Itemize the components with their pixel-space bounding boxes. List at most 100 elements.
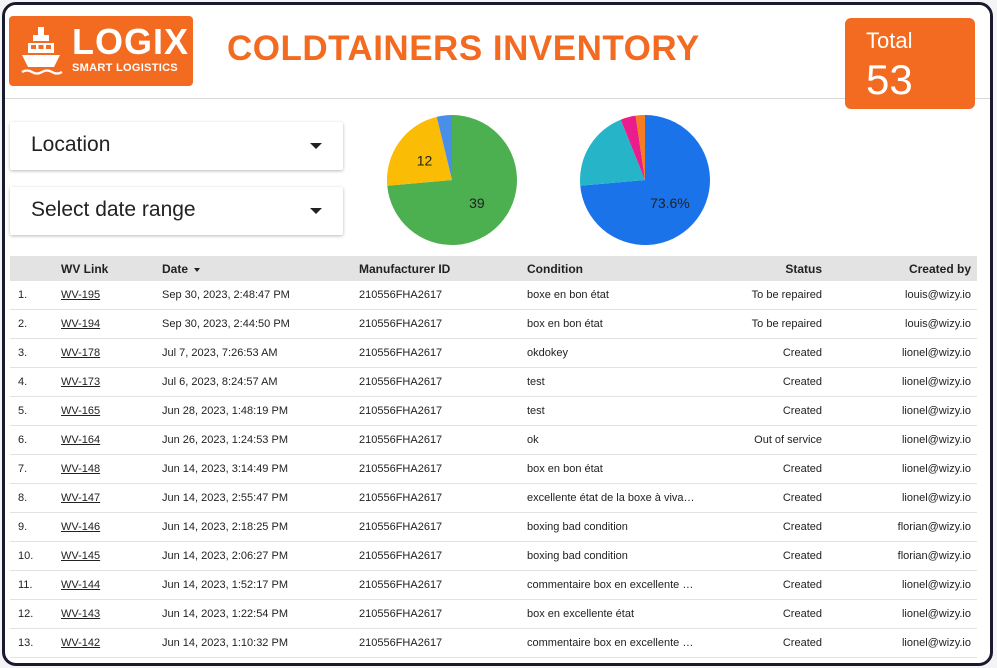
row-date: Jun 26, 2023, 1:24:53 PM xyxy=(162,434,288,446)
table-row[interactable]: 13. WV-142 Jun 14, 2023, 1:10:32 PM 210556F… xyxy=(10,629,977,658)
date-range-dropdown[interactable]: Select date range xyxy=(10,187,343,235)
row-status: Created xyxy=(782,608,822,620)
status-pie-slice-label: 39 xyxy=(469,195,485,211)
row-number: 2. xyxy=(18,318,28,330)
row-date: Sep 30, 2023, 2:44:50 PM xyxy=(162,318,290,330)
condition-pie-slice[interactable] xyxy=(620,115,645,180)
row-number: 7. xyxy=(18,463,28,475)
wv-link[interactable]: WV-194 xyxy=(61,318,101,330)
location-dropdown-label: Location xyxy=(31,133,111,156)
row-status: Created xyxy=(782,521,822,533)
table-row[interactable]: 11. WV-144 Jun 14, 2023, 1:52:17 PM 210556F… xyxy=(10,571,977,600)
row-number: 4. xyxy=(18,376,28,388)
row-date: Jun 14, 2023, 3:14:49 PM xyxy=(162,463,288,475)
row-manufacturer-id: 210556FHA2617 xyxy=(359,434,443,446)
wv-link[interactable]: WV-195 xyxy=(61,289,101,301)
table-row[interactable]: 10. WV-145 Jun 14, 2023, 2:06:27 PM 210556F… xyxy=(10,542,977,571)
condition-pie-slice[interactable] xyxy=(580,115,710,245)
column-header-created-by[interactable]: Created by xyxy=(908,262,971,276)
column-header-wv-link[interactable]: WV Link xyxy=(61,262,109,276)
wv-link[interactable]: WV-144 xyxy=(61,579,101,591)
row-date: Jul 6, 2023, 8:24:57 AM xyxy=(162,376,278,388)
row-condition: test xyxy=(527,376,545,388)
row-created-by: lionel@wizy.io xyxy=(901,405,971,417)
wv-link[interactable]: WV-147 xyxy=(61,492,101,504)
row-condition: commentaire box en excellente é… xyxy=(527,637,697,649)
row-manufacturer-id: 210556FHA2617 xyxy=(359,492,443,504)
row-number: 6. xyxy=(18,434,28,446)
table-header: WV Link Date Manufacturer ID Condition S… xyxy=(10,256,977,281)
logo: LOGIX SMART LOGISTICS xyxy=(9,16,193,86)
row-date: Jun 14, 2023, 2:55:47 PM xyxy=(162,492,288,504)
total-label: Total xyxy=(866,28,913,53)
row-condition: boxe en bon état xyxy=(527,289,609,301)
wv-link[interactable]: WV-146 xyxy=(61,521,101,533)
wv-link[interactable]: WV-164 xyxy=(61,434,101,446)
table-row[interactable]: 4. WV-173 Jul 6, 2023, 8:24:57 AM 210556FHA… xyxy=(10,368,977,397)
row-number: 1. xyxy=(18,289,28,301)
row-condition: box en bon état xyxy=(527,463,603,475)
table-row[interactable]: 8. WV-147 Jun 14, 2023, 2:55:47 PM 210556FH… xyxy=(10,484,977,513)
table-row[interactable]: 14.WV-141Jun 14, 2023, 12:54:12 PM210556… xyxy=(10,658,977,663)
header: LOGIX SMART LOGISTICS COLDTAINERS INVENT… xyxy=(5,5,990,99)
wv-link[interactable]: WV-145 xyxy=(61,550,101,562)
condition-pie-slice[interactable] xyxy=(580,119,645,186)
row-condition: ok xyxy=(527,434,539,446)
row-created-by: lionel@wizy.io xyxy=(901,579,971,591)
row-status: Created xyxy=(782,492,822,504)
status-pie-chart[interactable]: 39 12 xyxy=(385,107,519,253)
location-dropdown[interactable]: Location xyxy=(10,122,343,170)
status-pie-slice[interactable] xyxy=(387,115,517,245)
wv-link[interactable]: WV-143 xyxy=(61,608,101,620)
row-condition: test xyxy=(527,405,545,417)
row-manufacturer-id: 210556FHA2617 xyxy=(359,405,443,417)
row-created-by: lionel@wizy.io xyxy=(901,463,971,475)
row-status: Created xyxy=(782,550,822,562)
row-status: To be repaired xyxy=(751,289,822,301)
status-pie-slice[interactable] xyxy=(436,115,452,180)
wv-link[interactable]: WV-148 xyxy=(61,463,101,475)
total-card: Total 53 xyxy=(845,18,975,109)
column-header-manufacturer-id[interactable]: Manufacturer ID xyxy=(359,262,451,276)
row-manufacturer-id: 210556FHA2617 xyxy=(359,637,443,649)
row-date: Jun 14, 2023, 1:52:17 PM xyxy=(162,579,288,591)
table-row[interactable]: 3. WV-178 Jul 7, 2023, 7:26:53 AM 210556FHA… xyxy=(10,339,977,368)
row-date: Jun 14, 2023, 1:10:32 PM xyxy=(162,637,288,649)
table-row[interactable]: 5. WV-165 Jun 28, 2023, 1:48:19 PM 210556FH… xyxy=(10,397,977,426)
wv-link[interactable]: WV-173 xyxy=(61,376,101,388)
status-pie-slice[interactable] xyxy=(387,116,452,186)
row-number: 13. xyxy=(18,637,34,649)
table-row[interactable]: 1. WV-195 Sep 30, 2023, 2:48:47 PM 210556FH… xyxy=(10,281,977,310)
row-created-by: louis@wizy.io xyxy=(905,318,971,330)
row-created-by: lionel@wizy.io xyxy=(901,347,971,359)
row-created-by: lionel@wizy.io xyxy=(901,637,971,649)
chevron-down-icon xyxy=(310,143,322,149)
row-date: Jul 7, 2023, 7:26:53 AM xyxy=(162,347,278,359)
column-header-date[interactable]: Date xyxy=(162,262,201,276)
table-body: 1. WV-195 Sep 30, 2023, 2:48:47 PM 210556FH… xyxy=(10,281,977,663)
row-condition: excellente état de la boxe à vivatec xyxy=(527,492,697,504)
row-status: Created xyxy=(782,376,822,388)
row-manufacturer-id: 210556FHA2617 xyxy=(359,521,443,533)
table-row[interactable]: 9. WV-146 Jun 14, 2023, 2:18:25 PM 210556FH… xyxy=(10,513,977,542)
wv-link[interactable]: WV-178 xyxy=(61,347,101,359)
column-header-status[interactable]: Status xyxy=(785,262,822,276)
row-condition: okdokey xyxy=(527,347,568,359)
table-row[interactable]: 2. WV-194 Sep 30, 2023, 2:44:50 PM 210556FH… xyxy=(10,310,977,339)
row-manufacturer-id: 210556FHA2617 xyxy=(359,376,443,388)
condition-pie-slice[interactable] xyxy=(635,115,645,180)
row-manufacturer-id: 210556FHA2617 xyxy=(359,608,443,620)
row-date: Sep 30, 2023, 2:48:47 PM xyxy=(162,289,290,301)
row-date: Jun 14, 2023, 2:06:27 PM xyxy=(162,550,288,562)
table-row[interactable]: 6. WV-164 Jun 26, 2023, 1:24:53 PM 210556FH… xyxy=(10,426,977,455)
row-created-by: lionel@wizy.io xyxy=(901,434,971,446)
wv-link[interactable]: WV-142 xyxy=(61,637,101,649)
table-row[interactable]: 7. WV-148 Jun 14, 2023, 3:14:49 PM 210556FH… xyxy=(10,455,977,484)
column-header-condition[interactable]: Condition xyxy=(527,262,583,276)
condition-pie-chart[interactable]: 73.6% xyxy=(578,107,712,253)
row-manufacturer-id: 210556FHA2617 xyxy=(359,579,443,591)
wv-link[interactable]: WV-165 xyxy=(61,405,101,417)
table-row[interactable]: 12. WV-143 Jun 14, 2023, 1:22:54 PM 210556F… xyxy=(10,600,977,629)
row-manufacturer-id: 210556FHA2617 xyxy=(359,318,443,330)
